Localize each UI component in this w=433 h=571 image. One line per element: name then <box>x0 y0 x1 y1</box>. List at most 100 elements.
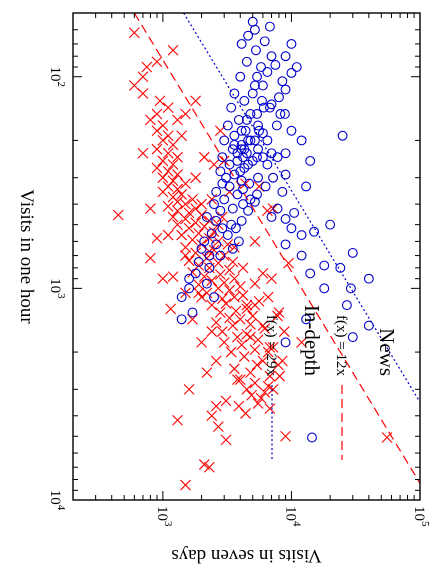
point-indepth-59 <box>264 21 275 32</box>
point-indepth-112 <box>280 214 291 224</box>
point-indepth-26 <box>224 181 235 192</box>
legend-fit-label-0: f(x) = 12x <box>333 315 349 376</box>
point-news-57 <box>214 269 226 280</box>
point-indepth-143 <box>253 144 264 155</box>
point-news-106 <box>151 143 163 155</box>
point-news-28 <box>252 334 264 346</box>
point-news-157 <box>180 287 191 299</box>
point-news-15 <box>249 377 261 389</box>
point-indepth-84 <box>319 260 330 271</box>
point-indepth-3 <box>184 283 195 294</box>
point-news-43 <box>220 298 232 309</box>
point-news-24 <box>249 344 261 356</box>
point-indepth-139 <box>236 215 247 226</box>
point-news-27 <box>218 336 230 348</box>
point-news-11 <box>246 389 257 401</box>
point-news-100 <box>162 165 174 177</box>
point-news-82 <box>167 211 179 223</box>
point-news-26 <box>236 339 248 351</box>
point-indepth-64 <box>244 178 255 189</box>
point-indepth-136 <box>227 243 238 254</box>
point-news-109 <box>162 130 174 142</box>
point-news-51 <box>234 281 246 292</box>
point-news-125 <box>278 326 290 337</box>
point-news-149 <box>241 299 253 311</box>
point-news-76 <box>183 222 195 234</box>
point-news-187 <box>210 400 222 412</box>
point-indepth-23 <box>219 194 230 205</box>
point-news-101 <box>151 162 163 174</box>
point-news-182 <box>249 299 261 311</box>
legend-label-0: News <box>375 328 399 376</box>
point-news-84 <box>183 207 195 219</box>
point-news-136 <box>176 130 188 142</box>
point-news-169 <box>201 367 213 378</box>
fit-line-1 <box>133 13 420 500</box>
legend-marker-0 <box>381 432 393 443</box>
point-indepth-65 <box>253 172 264 183</box>
point-indepth-9 <box>193 256 204 267</box>
point-news-138 <box>137 147 149 159</box>
point-indepth-105 <box>272 152 283 163</box>
point-news-134 <box>190 172 202 184</box>
point-news-86 <box>190 203 202 215</box>
point-indepth-7 <box>190 268 201 279</box>
point-news-123 <box>262 291 274 303</box>
point-news-178 <box>276 355 288 367</box>
point-news-104 <box>172 151 183 163</box>
point-news-166 <box>196 198 207 210</box>
x-tick-label-1: 103 <box>47 278 67 299</box>
point-indepth-21 <box>227 203 238 214</box>
point-news-52 <box>193 279 205 290</box>
point-news-147 <box>162 229 174 241</box>
point-indepth-141 <box>249 196 260 207</box>
point-indepth-11 <box>196 243 207 254</box>
point-news-10 <box>255 392 267 404</box>
point-news-141 <box>128 80 140 91</box>
point-indepth-13 <box>199 236 210 247</box>
point-news-144 <box>266 273 277 285</box>
point-news-5 <box>206 410 218 422</box>
point-indepth-93 <box>275 109 286 119</box>
point-news-16 <box>234 374 246 386</box>
point-indepth-50 <box>256 62 266 72</box>
point-news-39 <box>214 307 226 318</box>
point-news-96 <box>180 178 191 190</box>
point-news-55 <box>228 273 240 285</box>
point-news-185 <box>257 268 269 279</box>
point-indepth-42 <box>222 120 233 131</box>
point-news-17 <box>274 370 286 382</box>
point-indepth-97 <box>277 76 288 87</box>
point-news-49 <box>224 284 235 296</box>
point-indepth-66 <box>235 166 246 177</box>
point-indepth-88 <box>363 273 374 284</box>
point-news-88 <box>180 198 191 210</box>
point-indepth-119 <box>280 337 291 348</box>
point-indepth-126 <box>279 109 290 119</box>
axis-ticks <box>72 12 421 501</box>
point-indepth-24 <box>232 189 243 200</box>
point-indepth-99 <box>291 62 302 72</box>
point-news-29 <box>232 331 243 343</box>
point-indepth-145 <box>257 128 268 139</box>
point-news-32 <box>259 323 271 335</box>
point-news-45 <box>216 293 228 305</box>
point-news-184 <box>245 331 256 343</box>
point-indepth-29 <box>221 172 231 183</box>
point-indepth-30 <box>229 169 240 180</box>
point-indepth-131 <box>229 139 240 150</box>
point-news-40 <box>230 305 242 317</box>
point-indepth-118 <box>301 314 312 325</box>
point-indepth-107 <box>277 186 288 197</box>
point-indepth-108 <box>272 203 283 214</box>
point-indepth-17 <box>211 215 222 226</box>
point-indepth-39 <box>219 135 230 146</box>
point-news-171 <box>220 395 232 407</box>
point-news-13 <box>241 383 253 395</box>
point-indepth-130 <box>243 135 254 146</box>
point-news-33 <box>227 320 239 332</box>
point-news-9 <box>252 398 264 409</box>
point-news-75 <box>208 226 220 238</box>
rotated-plot: 102 103 104 103 104 105 Visits in one hour Visi… <box>16 12 431 566</box>
legend-label-1: In-depth <box>300 305 324 377</box>
